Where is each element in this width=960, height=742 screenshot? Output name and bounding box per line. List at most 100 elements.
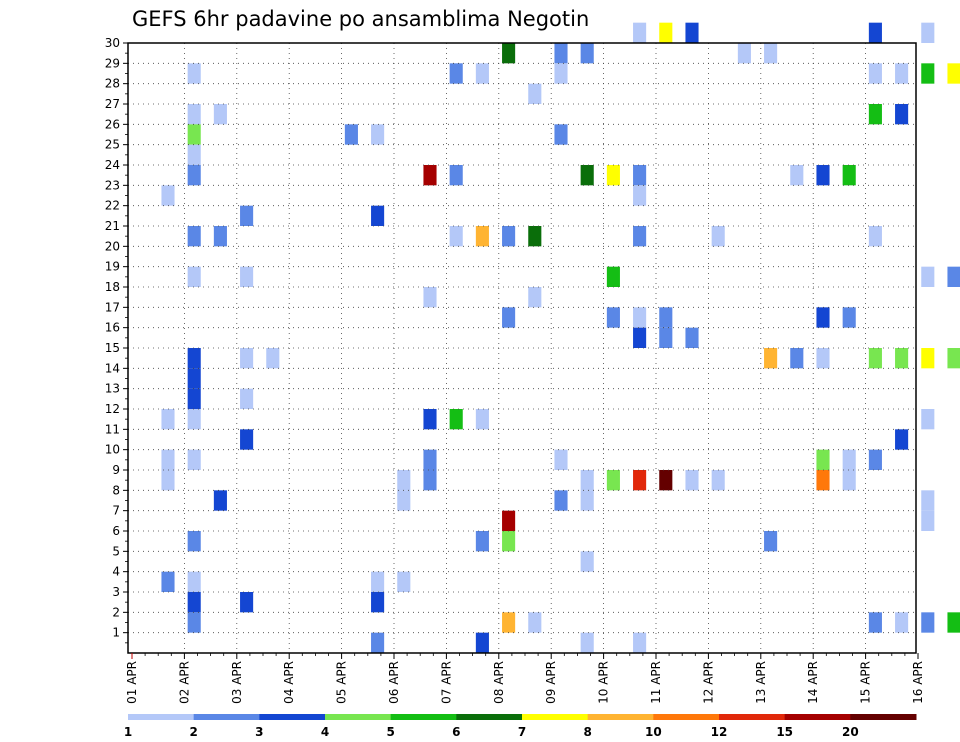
colorbar-label-15: 15: [776, 725, 793, 739]
colorbar-label-6: 6: [452, 725, 460, 739]
cell-20: [187, 104, 201, 125]
cell-43: [213, 226, 227, 247]
cell-121: [371, 571, 385, 592]
cell-45: [475, 226, 489, 247]
cell-64: [633, 327, 647, 348]
y-tick-label-5: 5: [112, 544, 120, 558]
cell-122: [397, 571, 411, 592]
colorbar-swatch-4: [390, 714, 457, 720]
cell-130: [895, 612, 909, 633]
y-tick-label-12: 12: [105, 402, 120, 416]
y-tick-label-27: 27: [105, 97, 120, 111]
cell-96: [161, 470, 175, 491]
cell-113: [921, 510, 935, 531]
cell-69: [266, 348, 280, 369]
cell-28: [187, 144, 201, 165]
cell-9: [737, 43, 751, 64]
y-tick-label-17: 17: [105, 300, 120, 314]
x-tick-label-0: 01 APR: [125, 661, 139, 704]
cell-129: [868, 612, 882, 633]
x-tick-label-12: 13 APR: [754, 661, 768, 704]
x-tick-label-14: 15 APR: [859, 661, 873, 704]
cell-116: [502, 531, 516, 552]
cell-66: [685, 327, 699, 348]
colorbar-swatch-10: [784, 714, 851, 720]
x-axis: 01 APR 02 APR 03 APR 04 APR 05 APR 06 APR 07 A…: [125, 653, 925, 704]
cell-50: [868, 226, 882, 247]
cell-52: [240, 266, 254, 287]
cell-118: [580, 551, 594, 572]
y-tick-label-7: 7: [112, 504, 120, 518]
cell-132: [947, 612, 960, 633]
y-tick-label-14: 14: [105, 361, 120, 375]
cell-18: [947, 63, 960, 84]
colorbar-label-4: 4: [321, 725, 329, 739]
cell-70: [764, 348, 778, 369]
y-axis: 1234567891011121314151617181920212223242…: [105, 36, 128, 644]
cell-23: [895, 104, 909, 125]
y-tick-label-20: 20: [105, 239, 120, 253]
cell-33: [606, 165, 620, 186]
cell-85: [475, 409, 489, 430]
colorbar-swatch-11: [850, 714, 917, 720]
cell-106: [842, 470, 856, 491]
x-tick-label-13: 14 APR: [806, 661, 820, 704]
colorbar-swatch-6: [522, 714, 589, 720]
cell-56: [423, 287, 437, 308]
cell-15: [868, 63, 882, 84]
y-tick-label-25: 25: [105, 138, 120, 152]
cell-22: [868, 104, 882, 125]
chart-title: GEFS 6hr padavine po ansamblima Negotin: [132, 7, 589, 31]
y-tick-label-2: 2: [112, 605, 120, 619]
cell-107: [213, 490, 227, 511]
grid-layer: [128, 43, 916, 653]
cell-13: [475, 63, 489, 84]
colorbar-label-12: 12: [711, 725, 728, 739]
cell-126: [187, 612, 201, 633]
colorbar-label-2: 2: [189, 725, 197, 739]
y-tick-label-21: 21: [105, 219, 120, 233]
cell-109: [554, 490, 568, 511]
cell-58: [502, 307, 516, 328]
cell-137: [633, 632, 647, 653]
y-tick-label-23: 23: [105, 178, 120, 192]
cell-5: [502, 43, 516, 64]
colorbar-swatch-0: [128, 714, 195, 720]
cell-83: [423, 409, 437, 430]
cell-91: [423, 449, 437, 470]
cell-88: [895, 429, 909, 450]
cell-114: [187, 531, 201, 552]
cells-layer: [161, 22, 960, 653]
x-tick-label-10: 11 APR: [649, 661, 663, 704]
cell-14: [554, 63, 568, 84]
y-tick-label-18: 18: [105, 280, 120, 294]
cell-110: [580, 490, 594, 511]
cell-49: [711, 226, 725, 247]
cell-51: [187, 266, 201, 287]
cell-34: [633, 165, 647, 186]
cell-62: [816, 307, 830, 328]
cell-31: [449, 165, 463, 186]
cell-68: [240, 348, 254, 369]
cell-25: [344, 124, 358, 145]
x-tick-label-4: 05 APR: [335, 661, 349, 704]
y-tick-label-29: 29: [105, 56, 120, 70]
cell-82: [187, 409, 201, 430]
cell-80: [240, 388, 254, 409]
cell-42: [187, 226, 201, 247]
y-tick-label-16: 16: [105, 321, 120, 335]
cell-27: [554, 124, 568, 145]
cell-26: [371, 124, 385, 145]
cell-55: [947, 266, 960, 287]
colorbar-swatch-5: [456, 714, 523, 720]
colorbar-swatch-9: [719, 714, 786, 720]
colorbar-swatch-7: [587, 714, 654, 720]
cell-123: [187, 592, 201, 613]
cell-104: [711, 470, 725, 491]
cell-128: [528, 612, 542, 633]
cell-10: [764, 43, 778, 64]
cell-135: [475, 632, 489, 653]
cell-7: [580, 43, 594, 64]
x-tick-label-3: 04 APR: [282, 661, 296, 704]
